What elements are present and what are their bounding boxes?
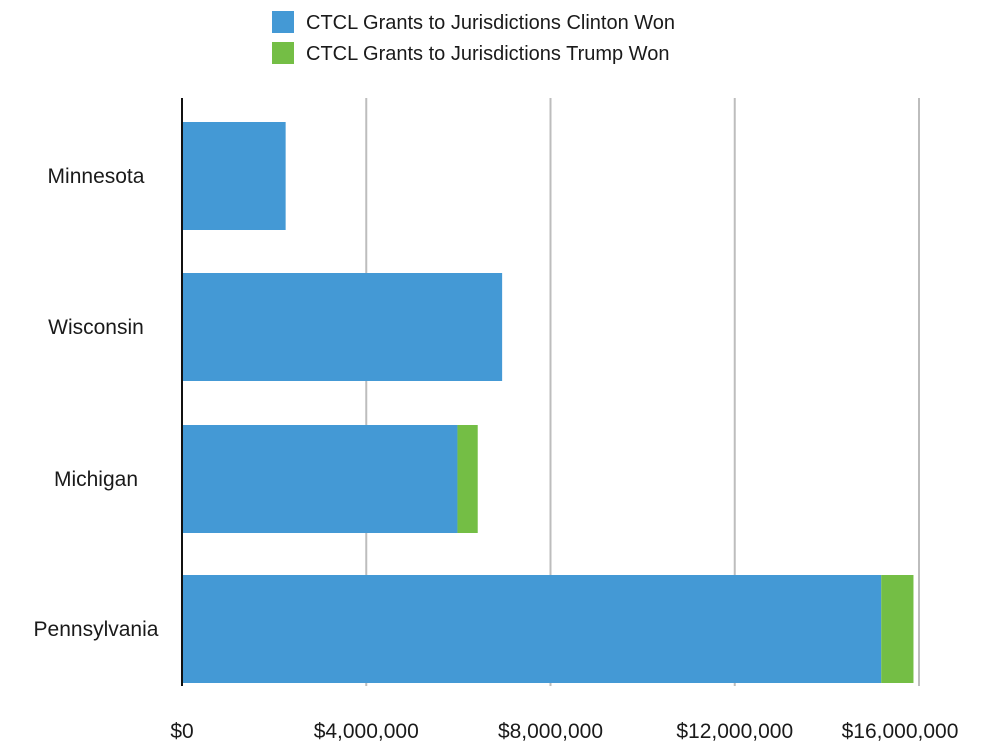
bar-michigan-series-1 (182, 425, 458, 533)
category-label-pennsylvania: Pennsylvania (34, 618, 159, 641)
bar-michigan-series-2 (457, 425, 478, 533)
bars (182, 122, 914, 683)
legend-swatch-2 (272, 42, 294, 64)
legend-label-1: CTCL Grants to Jurisdictions Clinton Won (306, 12, 675, 34)
chart-legend: CTCL Grants to Jurisdictions Clinton Won… (272, 11, 675, 65)
x-tick-labels: $0 $4,000,000 $8,000,000 $12,000,000 $16,000… (170, 720, 958, 743)
legend-label-2: CTCL Grants to Jurisdictions Trump Won (306, 43, 669, 65)
x-tick-label-1: $0 (170, 720, 193, 743)
bar-wisconsin-series-1 (182, 273, 503, 381)
category-label-michigan: Michigan (54, 468, 138, 491)
legend-swatch-1 (272, 11, 294, 33)
category-labels: Minnesota Wisconsin Michigan Pennsylvania (34, 165, 159, 641)
category-label-wisconsin: Wisconsin (48, 316, 144, 339)
bar-pennsylvania-series-2 (881, 575, 914, 683)
x-tick-label-2: $4,000,000 (314, 720, 419, 743)
x-tick-label-5: $16,000,000 (842, 720, 959, 743)
x-tick-label-4: $12,000,000 (676, 720, 793, 743)
bar-minnesota-series-1 (182, 122, 286, 230)
category-label-minnesota: Minnesota (48, 165, 145, 188)
bar-pennsylvania-series-1 (182, 575, 882, 683)
x-tick-label-3: $8,000,000 (498, 720, 603, 743)
